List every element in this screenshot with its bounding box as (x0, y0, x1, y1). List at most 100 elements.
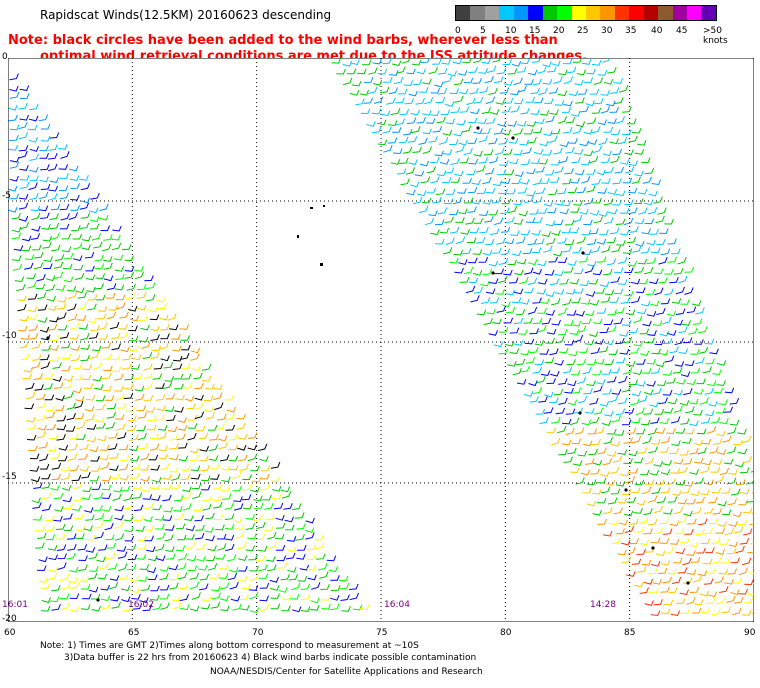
wind-barb (395, 97, 405, 104)
wind-barb (426, 166, 436, 174)
wind-barb (368, 86, 378, 94)
wind-barb (615, 480, 626, 487)
wind-barb (509, 327, 520, 334)
wind-barb (568, 90, 579, 97)
wind-barb (41, 504, 52, 512)
wind-barb (617, 549, 627, 556)
wind-barb (292, 606, 302, 613)
wind-barb (621, 419, 632, 426)
wind-barb (508, 277, 519, 284)
wind-barb (664, 218, 674, 225)
wind-barb (571, 111, 581, 117)
wind-barb (99, 214, 109, 221)
wind-barb (24, 262, 34, 270)
wind-barb (624, 290, 634, 297)
wind-barb (430, 157, 440, 164)
wind-barb (153, 363, 164, 370)
wind-barb (217, 413, 227, 421)
wind-barb (99, 445, 110, 451)
wind-barb (550, 128, 561, 135)
legend-swatch (470, 6, 485, 20)
wind-barb (628, 467, 639, 474)
wind-barb (698, 346, 709, 354)
wind-barb (22, 373, 33, 380)
wind-barb (716, 430, 726, 437)
wind-barb (159, 566, 170, 572)
wind-barb (593, 385, 603, 393)
wind-barb (613, 78, 624, 84)
wind-barb (17, 295, 27, 302)
wind-barb (482, 177, 492, 185)
wind-barb (140, 453, 150, 461)
wind-barb (536, 288, 547, 295)
wind-barb (52, 362, 62, 369)
wind-barb (266, 556, 276, 562)
wind-barb (74, 401, 84, 409)
wind-barb (146, 546, 156, 553)
wind-barb (85, 514, 95, 521)
wind-barb (558, 69, 568, 76)
wind-barb (580, 469, 591, 476)
wind-barb (434, 150, 444, 157)
wind-barb (467, 206, 477, 213)
wind-barb (73, 264, 84, 271)
wind-barb (659, 228, 669, 235)
wind-barb (492, 318, 502, 325)
wind-barb (287, 546, 297, 553)
wind-barb (455, 236, 466, 244)
wind-barb (588, 448, 598, 456)
wind-barb (628, 327, 639, 334)
wind-barb (535, 118, 545, 125)
wind-barb (117, 432, 127, 440)
wind-barb (115, 294, 126, 301)
legend-label: 25 (577, 26, 589, 36)
wind-barb (316, 553, 326, 560)
wind-barb (72, 482, 83, 490)
wind-barb (40, 605, 51, 612)
wind-barb (91, 484, 102, 490)
legend-label: 15 (529, 26, 541, 36)
wind-barb (210, 463, 220, 470)
wind-barb (535, 187, 546, 195)
wind-barb (77, 302, 87, 311)
wind-barb (27, 293, 38, 300)
wind-barb (693, 599, 704, 606)
wind-barb (684, 481, 694, 487)
wind-barb (694, 457, 704, 464)
wind-barb (242, 474, 252, 480)
wind-barb (611, 245, 621, 253)
wind-barb (189, 581, 200, 590)
wind-barb (569, 329, 580, 336)
wind-barb (741, 435, 752, 444)
wind-barb (169, 443, 179, 450)
wind-barb (52, 376, 63, 382)
wind-barb (625, 476, 636, 484)
wind-barb (488, 260, 499, 267)
wind-barb (35, 526, 45, 532)
wind-barb (155, 383, 165, 389)
wind-barb (436, 116, 446, 124)
wind-barb (623, 458, 633, 465)
wind-barb (69, 433, 79, 440)
wind-barb (520, 349, 530, 356)
wind-barb (75, 396, 85, 402)
wind-barb (191, 365, 201, 372)
wind-barb (562, 298, 572, 306)
wind-barb (475, 165, 486, 173)
wind-barb (744, 579, 754, 586)
legend-swatch (513, 6, 529, 20)
wind-barb (84, 507, 94, 513)
lon-label-60: 60 (4, 628, 16, 638)
wind-barb (68, 444, 78, 451)
wind-barb (80, 183, 91, 191)
wind-barb (19, 114, 29, 121)
wind-barb (121, 596, 131, 603)
wind-barb (573, 268, 584, 275)
wind-barb (165, 406, 175, 412)
wind-barb (48, 433, 59, 440)
wind-barb (664, 268, 674, 275)
wind-barb (545, 291, 555, 298)
wind-barb (505, 216, 515, 224)
wind-barb (132, 492, 143, 499)
wind-barb (124, 255, 134, 262)
